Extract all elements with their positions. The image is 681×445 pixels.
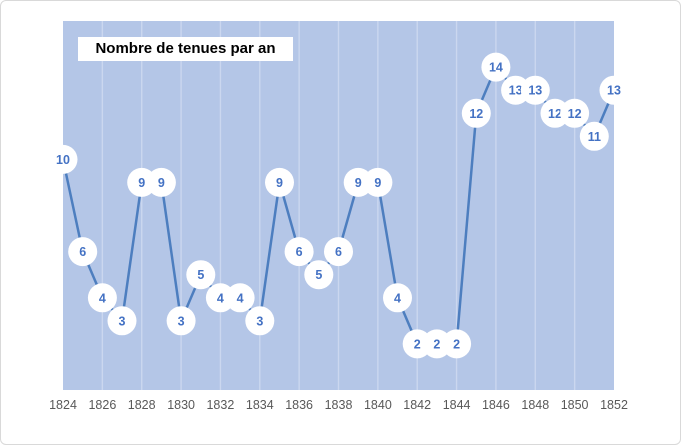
data-point-label: 12 bbox=[469, 107, 483, 121]
data-point-label: 4 bbox=[217, 291, 224, 305]
x-axis-tick-label: 1824 bbox=[49, 398, 77, 412]
data-point-marker bbox=[48, 144, 78, 174]
data-point-marker bbox=[304, 260, 334, 290]
x-axis-tick-label: 1840 bbox=[364, 398, 392, 412]
x-axis-tick-label: 1842 bbox=[403, 398, 431, 412]
data-point-label: 12 bbox=[548, 107, 562, 121]
data-point-marker bbox=[383, 283, 412, 313]
x-axis-tick-label: 1852 bbox=[600, 398, 628, 412]
data-point-marker bbox=[324, 237, 353, 267]
data-point-marker bbox=[461, 98, 491, 128]
data-point-marker bbox=[225, 283, 255, 313]
data-point-label: 13 bbox=[528, 84, 542, 98]
data-point-marker bbox=[363, 167, 393, 197]
data-point-label: 9 bbox=[276, 176, 283, 190]
data-point-label: 13 bbox=[607, 84, 621, 98]
data-point-marker bbox=[265, 167, 294, 197]
x-axis-tick-label: 1834 bbox=[246, 398, 274, 412]
data-point-marker bbox=[599, 75, 629, 105]
data-point-label: 4 bbox=[99, 291, 106, 305]
data-point-marker bbox=[284, 237, 314, 267]
x-axis-tick-label: 1850 bbox=[561, 398, 589, 412]
data-point-label: 13 bbox=[509, 84, 523, 98]
data-point-marker bbox=[579, 121, 609, 151]
data-point-label: 9 bbox=[158, 176, 165, 190]
data-point-label: 5 bbox=[197, 268, 204, 282]
data-point-marker bbox=[245, 306, 275, 336]
x-axis-tick-label: 1838 bbox=[325, 398, 353, 412]
data-point-marker bbox=[146, 167, 176, 197]
x-axis-tick-label: 1832 bbox=[206, 398, 234, 412]
x-axis-tick-label: 1848 bbox=[521, 398, 549, 412]
data-point-marker bbox=[481, 52, 511, 82]
x-axis-tick-label: 1828 bbox=[128, 398, 156, 412]
data-point-marker bbox=[520, 75, 550, 105]
data-point-label: 6 bbox=[296, 245, 303, 259]
data-point-marker bbox=[107, 306, 137, 336]
chart-title: Nombre de tenues par an bbox=[78, 37, 293, 61]
data-point-label: 9 bbox=[374, 176, 381, 190]
data-point-marker bbox=[442, 329, 472, 359]
data-point-label: 3 bbox=[119, 314, 126, 328]
x-axis-tick-label: 1826 bbox=[88, 398, 116, 412]
data-point-label: 6 bbox=[335, 245, 342, 259]
data-point-marker bbox=[166, 306, 196, 336]
x-axis-tick-label: 1846 bbox=[482, 398, 510, 412]
data-point-label: 3 bbox=[256, 314, 263, 328]
data-point-label: 9 bbox=[355, 176, 362, 190]
data-point-label: 12 bbox=[568, 107, 582, 121]
data-point-label: 4 bbox=[237, 291, 244, 305]
data-point-marker bbox=[87, 283, 117, 313]
data-point-label: 9 bbox=[138, 176, 145, 190]
data-point-label: 3 bbox=[178, 314, 185, 328]
data-point-label: 14 bbox=[489, 61, 503, 75]
data-point-marker bbox=[560, 98, 590, 128]
data-point-label: 2 bbox=[453, 337, 460, 351]
data-point-marker bbox=[68, 237, 98, 267]
data-point-label: 11 bbox=[588, 130, 601, 144]
data-point-label: 2 bbox=[414, 337, 421, 351]
data-point-label: 6 bbox=[79, 245, 86, 259]
x-axis-tick-label: 1844 bbox=[443, 398, 471, 412]
x-axis-tick-label: 1830 bbox=[167, 398, 195, 412]
data-point-label: 2 bbox=[433, 337, 440, 351]
data-point-label: 10 bbox=[56, 153, 70, 167]
data-point-label: 5 bbox=[315, 268, 322, 282]
data-point-label: 4 bbox=[394, 291, 401, 305]
data-point-marker bbox=[186, 260, 216, 290]
x-axis-tick-label: 1836 bbox=[285, 398, 313, 412]
